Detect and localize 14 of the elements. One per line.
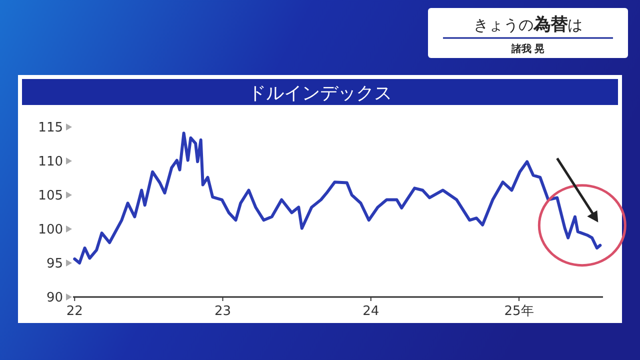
y-tick-label: 90 bbox=[46, 290, 63, 306]
text: 諸我 晃 bbox=[510, 43, 545, 55]
x-tick-label: 24 bbox=[362, 304, 380, 319]
y-tick-label: 100 bbox=[38, 222, 63, 238]
y-tick-label: 110 bbox=[38, 154, 63, 170]
chart-title: ドルインデックス bbox=[248, 83, 392, 104]
x-tick-label: 22 bbox=[66, 304, 83, 319]
line-series bbox=[73, 132, 602, 264]
x-tick-label: 25年 bbox=[504, 304, 534, 319]
y-tick-label: 95 bbox=[46, 256, 63, 272]
x-tick-label: 23 bbox=[214, 304, 232, 319]
text: きょうの為替は bbox=[474, 15, 582, 35]
y-tick-label: 105 bbox=[38, 188, 63, 204]
y-tick-label: 115 bbox=[38, 120, 63, 136]
